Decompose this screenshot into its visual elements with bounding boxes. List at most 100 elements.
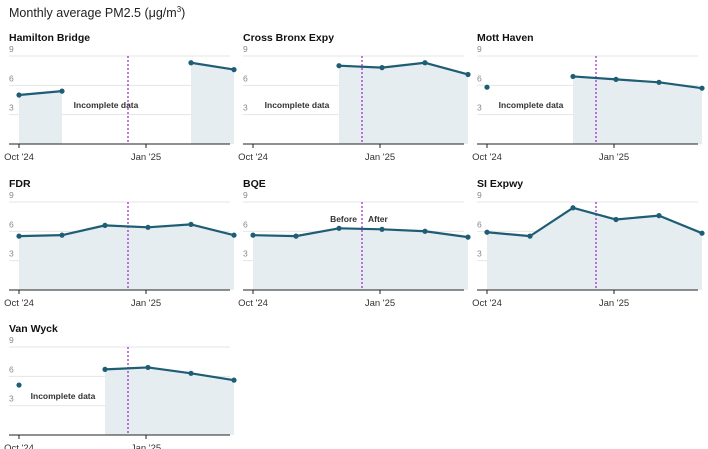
data-point [379,226,385,232]
data-point [188,370,194,376]
y-tick-label: 3 [9,394,14,404]
data-point [231,377,237,383]
series-area [573,76,702,144]
figure-title-superscript: 3 [176,5,182,14]
series-line [18,223,235,238]
y-tick-label: 9 [9,190,14,200]
series-line [486,206,703,238]
series-area [191,62,234,144]
annotation: Before [330,214,357,224]
y-tick-label: 6 [243,73,248,83]
series-line [252,227,469,239]
annotation: Incomplete data [31,391,96,401]
data-point [336,63,342,69]
data-point [570,205,576,211]
x-tick-label: Jan '25 [131,298,161,309]
data-point [16,382,22,388]
x-tick-label: Oct '24 [472,298,502,309]
panel-fdr: FDR 3 6 9 Oct '24 Jan '25 [4,178,237,309]
y-tick-label: 3 [243,103,248,113]
panel-van-wyck: Van Wyck 3 6 9 Oct '24 Jan '25 Incomplete data [4,323,237,449]
x-tick-label: Jan '25 [599,298,629,309]
panel-title: SI Expwy [477,178,523,190]
series-line [18,90,63,97]
y-tick-label: 6 [477,219,482,229]
data-point [379,65,385,71]
panel-title: Hamilton Bridge [9,32,90,44]
y-tick-label: 3 [477,249,482,259]
series-line [338,61,469,76]
panel-title: Mott Haven [477,32,534,44]
y-tick-label: 9 [477,190,482,200]
x-tick-label: Jan '25 [131,152,161,163]
data-point [527,233,533,239]
data-point [613,76,619,82]
data-point [250,232,256,238]
y-tick-label: 3 [477,103,482,113]
panel-title: Cross Bronx Expy [243,32,334,44]
x-tick-label: Oct '24 [238,298,268,309]
data-point [102,222,108,228]
series-area [19,224,234,290]
data-point [59,88,65,94]
figure-title-text: Monthly average PM2.5 (μg/m [9,6,177,21]
series-line [104,366,235,382]
data-point [231,67,237,73]
data-point [422,60,428,66]
data-point [465,71,471,78]
y-tick-label: 9 [477,44,482,54]
y-tick-label: 3 [243,249,248,259]
x-tick-label: Oct '24 [4,152,34,163]
panel-mott-haven: Mott Haven 3 6 9 Oct '24 Jan '25 Incomplete da… [472,32,705,163]
data-point [484,229,490,235]
data-point [699,230,705,236]
panel-si-expwy: SI Expwy 3 6 9 Oct '24 Jan '25 [472,178,705,309]
data-point [465,234,471,240]
data-point [231,232,237,238]
data-point [293,233,299,239]
x-tick-label: Oct '24 [4,298,34,309]
x-tick-label: Oct '24 [4,443,34,449]
y-tick-label: 6 [9,73,14,83]
y-tick-label: 3 [9,103,14,113]
series-area [487,207,702,290]
panel-hamilton-bridge: Hamilton Bridge 3 6 9 Oct '24 Jan '25 Incomple… [4,32,237,163]
x-tick-label: Jan '25 [599,152,629,163]
y-tick-label: 9 [9,44,14,54]
annotation: Incomplete data [265,100,330,110]
series-line [572,75,703,90]
y-tick-label: 6 [9,364,14,374]
panel-title: FDR [9,178,31,190]
y-tick-label: 9 [243,190,248,200]
data-point [145,364,151,371]
x-tick-label: Oct '24 [238,152,268,163]
y-tick-label: 6 [477,73,482,83]
data-point [656,79,662,85]
annotation: Incomplete data [499,100,564,110]
figure-title-close: ) [181,6,186,21]
data-point [16,233,22,239]
series-area [105,367,234,435]
data-point [613,216,619,223]
data-point [188,221,194,227]
data-point [699,85,705,91]
annotation: Incomplete data [74,100,139,110]
data-point [188,60,194,66]
panel-title: Van Wyck [9,323,58,335]
figure-title: Monthly average PM2.5 (μg/m3) [9,5,185,20]
y-tick-label: 9 [9,335,14,345]
data-point [102,366,108,372]
y-tick-label: 6 [9,219,14,229]
annotation: After [368,214,389,224]
panel-cross-bronx-expy: Cross Bronx Expy 3 6 9 Oct '24 Jan '25 Incompl… [238,32,471,163]
x-tick-label: Oct '24 [472,152,502,163]
x-tick-label: Jan '25 [365,152,395,163]
series-area [339,62,468,144]
x-tick-label: Jan '25 [131,443,161,449]
data-point [59,232,65,238]
data-point [656,213,662,219]
panel-bqe: BQE 3 6 9 Oct '24 Jan '25 Before After [238,178,471,309]
data-point [145,224,151,230]
series-area [253,228,468,290]
x-tick-label: Jan '25 [365,298,395,309]
